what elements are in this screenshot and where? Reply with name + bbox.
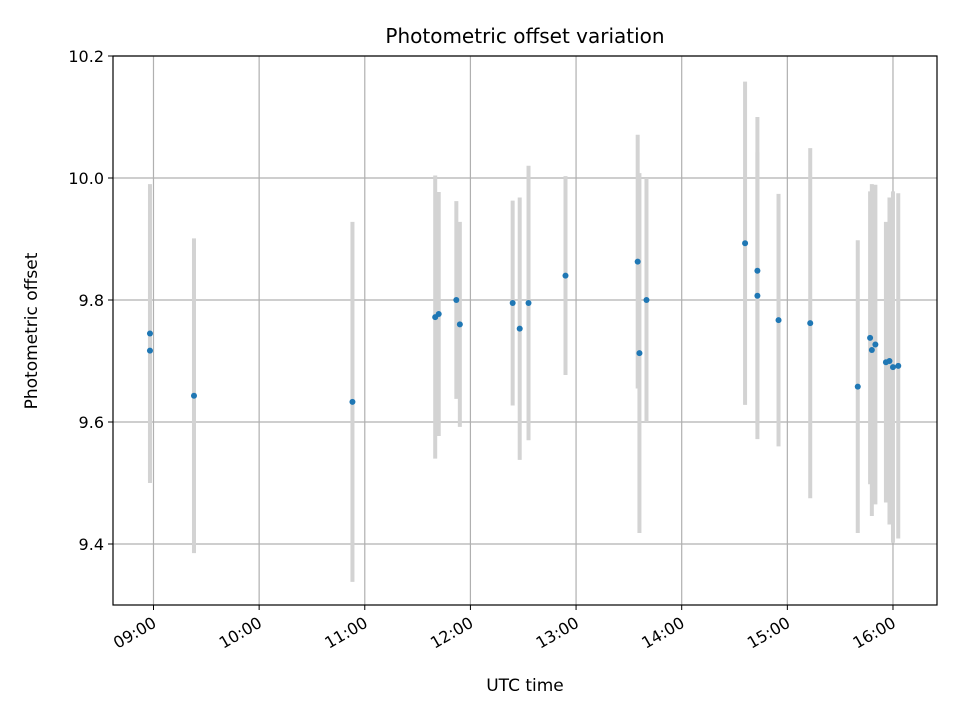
data-point — [456, 321, 463, 328]
data-point — [146, 330, 153, 337]
x-axis-title: UTC time — [486, 676, 564, 696]
data-point — [754, 267, 761, 274]
data-point — [872, 341, 879, 348]
data-point — [190, 392, 197, 399]
y-tick-label: 10.2 — [68, 47, 104, 66]
data-point — [643, 297, 650, 303]
data-point — [742, 240, 749, 247]
data-point — [516, 325, 523, 332]
data-point — [807, 320, 814, 327]
data-point — [854, 383, 861, 390]
y-axis-title: Photometric offset — [22, 252, 42, 409]
data-point — [775, 317, 782, 324]
y-tick-label: 10.0 — [68, 169, 104, 188]
data-point — [895, 362, 902, 369]
data-point — [453, 297, 460, 303]
y-tick-label: 9.6 — [79, 413, 104, 432]
y-tick-label: 9.4 — [79, 535, 104, 554]
data-points — [146, 240, 902, 405]
data-point — [886, 358, 893, 364]
data-point — [636, 350, 643, 357]
plot-frame — [112, 55, 938, 606]
data-point — [435, 311, 442, 318]
data-point — [146, 347, 153, 354]
data-point — [868, 347, 875, 354]
data-point — [867, 334, 874, 341]
data-point — [509, 300, 516, 307]
data-point — [754, 292, 761, 299]
data-point — [634, 258, 641, 265]
chart-title: Photometric offset variation — [385, 24, 664, 48]
data-point — [562, 272, 569, 279]
y-tick-label: 9.8 — [79, 291, 104, 310]
data-point — [889, 364, 896, 371]
y-axis: 9.4 9.6 9.8 10.0 10.2 — [68, 47, 113, 554]
data-point — [525, 300, 532, 307]
data-point — [349, 398, 356, 405]
